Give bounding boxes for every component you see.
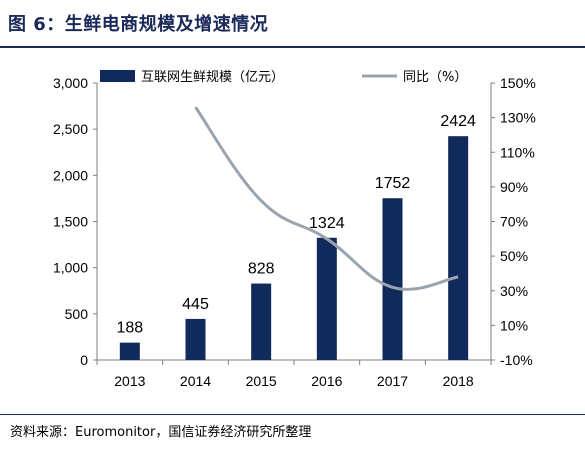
bar: [316, 237, 337, 360]
legend-swatch-bar: [100, 70, 135, 82]
y-left-tick-label: 500: [65, 306, 89, 322]
y-left-tick-label: 2,500: [53, 121, 88, 137]
y-right-tick-label: 90%: [500, 179, 528, 195]
title-rule: [0, 46, 585, 48]
source-note: 资料来源：Euromonitor，国信证券经济研究所整理: [10, 425, 312, 440]
bar-data-label: 188: [116, 320, 143, 337]
y-left-tick-label: 1,000: [53, 260, 88, 276]
x-tick-label: 2014: [180, 373, 211, 389]
x-tick-label: 2017: [377, 373, 408, 389]
x-tick-label: 2015: [246, 373, 277, 389]
y-left-tick-label: 1,500: [53, 214, 88, 230]
y-right-tick-label: 10%: [500, 317, 528, 333]
x-tick-label: 2013: [114, 373, 145, 389]
bar-data-label: 2424: [440, 113, 476, 130]
bar: [185, 318, 206, 360]
x-tick-label: 2016: [311, 373, 342, 389]
bar-data-label: 828: [248, 261, 275, 278]
legend-label-bar: 互联网生鲜规模（亿元）: [141, 70, 284, 85]
y-left-tick-label: 0: [80, 352, 88, 368]
line-series-yoy: [194, 106, 459, 291]
legend-label-line: 同比（%）: [403, 70, 467, 85]
bar: [382, 198, 403, 360]
bar: [251, 283, 272, 360]
bar: [448, 136, 469, 360]
y-left-tick-label: 3,000: [53, 75, 88, 91]
y-right-tick-label: 30%: [500, 283, 528, 299]
plot-area: 0 500 1,000 1,500 2,000 2,500 3,000 -10% 10% 30% 5…: [53, 70, 536, 389]
bar-data-label: 445: [182, 296, 209, 313]
bar-data-label: 1752: [375, 175, 411, 192]
y-right-tick-label: 130%: [500, 110, 536, 126]
source-rule: [0, 414, 585, 415]
y-right-tick-label: -10%: [500, 352, 533, 368]
x-tick-label: 2018: [443, 373, 474, 389]
y-right-tick-label: 50%: [500, 248, 528, 264]
bar-data-label: 1324: [309, 215, 345, 232]
bar: [119, 342, 140, 360]
y-right-tick-label: 110%: [500, 144, 535, 160]
figure-title: 图 6：生鲜电商规模及增速情况: [8, 14, 269, 35]
y-right-tick-label: 150%: [500, 75, 536, 91]
y-left-tick-label: 2,000: [53, 167, 88, 183]
y-right-tick-label: 70%: [500, 214, 528, 230]
